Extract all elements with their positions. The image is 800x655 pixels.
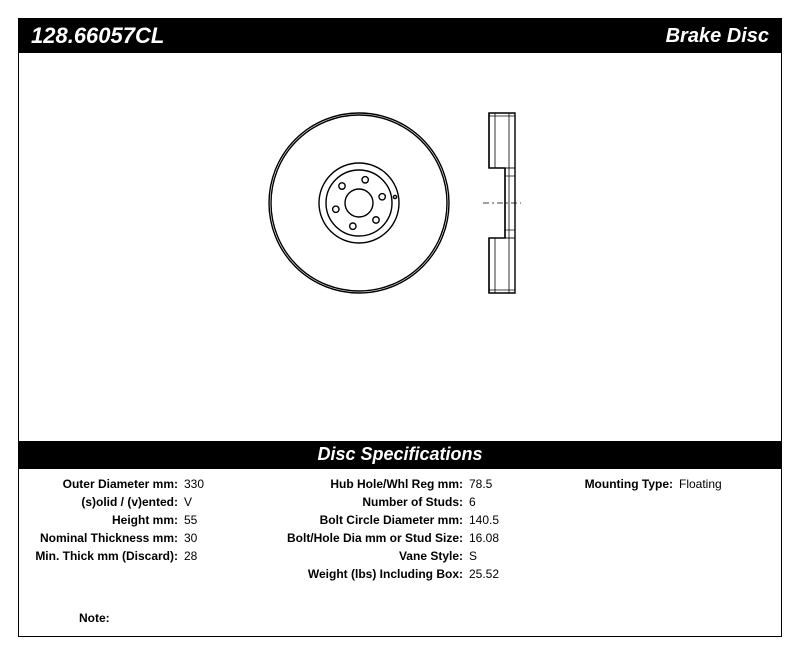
spec-row: (s)olid / (v)ented:V	[29, 493, 249, 511]
spec-label: (s)olid / (v)ented:	[29, 493, 184, 511]
spec-value: 25.52	[469, 565, 499, 583]
part-number: 128.66057CL	[31, 23, 164, 49]
brake-disc-diagram	[259, 103, 559, 313]
spec-value: 28	[184, 547, 197, 565]
spec-row: Hub Hole/Whl Reg mm:78.5	[249, 475, 549, 493]
spec-row: Height mm:55	[29, 511, 249, 529]
spec-value: V	[184, 493, 192, 511]
spec-column-1: Outer Diameter mm:330(s)olid / (v)ented:…	[29, 475, 249, 597]
spec-value: 330	[184, 475, 204, 493]
spec-value: 78.5	[469, 475, 492, 493]
spec-value: S	[469, 547, 477, 565]
header-bar: 128.66057CL Brake Disc	[19, 19, 781, 53]
spec-label: Number of Studs:	[249, 493, 469, 511]
spec-value: 30	[184, 529, 197, 547]
spec-row: Vane Style:S	[249, 547, 549, 565]
spec-label: Vane Style:	[249, 547, 469, 565]
spec-column-3: Mounting Type:Floating	[549, 475, 769, 597]
spec-value: 16.08	[469, 529, 499, 547]
spec-value: 140.5	[469, 511, 499, 529]
product-type: Brake Disc	[666, 25, 769, 48]
spec-label: Bolt Circle Diameter mm:	[249, 511, 469, 529]
spec-row: Bolt/Hole Dia mm or Stud Size:16.08	[249, 529, 549, 547]
spec-row: Bolt Circle Diameter mm:140.5	[249, 511, 549, 529]
spec-label: Bolt/Hole Dia mm or Stud Size:	[249, 529, 469, 547]
spec-column-2: Hub Hole/Whl Reg mm:78.5Number of Studs:…	[249, 475, 549, 597]
spec-value: 55	[184, 511, 197, 529]
spec-label: Hub Hole/Whl Reg mm:	[249, 475, 469, 493]
spec-label: Nominal Thickness mm:	[29, 529, 184, 547]
spec-label: Outer Diameter mm:	[29, 475, 184, 493]
spec-value: 6	[469, 493, 476, 511]
spec-value: Floating	[679, 475, 722, 493]
spec-section-title: Disc Specifications	[19, 441, 781, 469]
spec-label: Weight (lbs) Including Box:	[249, 565, 469, 583]
note-row: Note:	[19, 597, 781, 625]
spec-label: Height mm:	[29, 511, 184, 529]
spec-label: Mounting Type:	[549, 475, 679, 493]
spec-label: Min. Thick mm (Discard):	[29, 547, 184, 565]
spec-row: Weight (lbs) Including Box:25.52	[249, 565, 549, 583]
diagram-area	[19, 53, 781, 441]
spec-row: Min. Thick mm (Discard):28	[29, 547, 249, 565]
spec-row: Number of Studs:6	[249, 493, 549, 511]
spec-row: Outer Diameter mm:330	[29, 475, 249, 493]
spec-row: Mounting Type:Floating	[549, 475, 769, 493]
spec-sheet-frame: 128.66057CL Brake Disc Disc Specificatio…	[18, 18, 782, 637]
spec-row: Nominal Thickness mm:30	[29, 529, 249, 547]
note-label: Note:	[79, 611, 110, 625]
spec-body: Outer Diameter mm:330(s)olid / (v)ented:…	[19, 469, 781, 597]
